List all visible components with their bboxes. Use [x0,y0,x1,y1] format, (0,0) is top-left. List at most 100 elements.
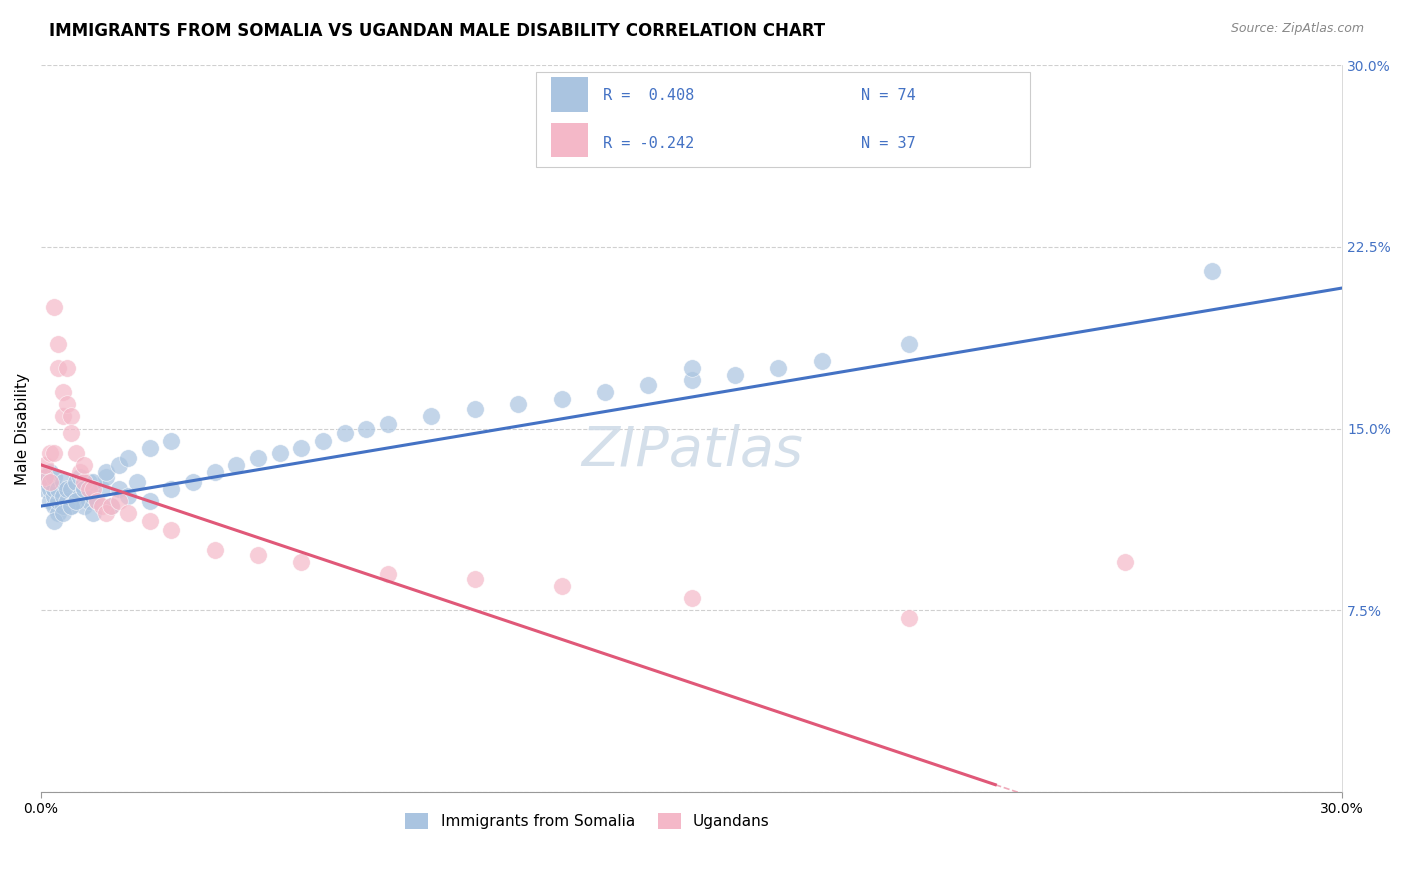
Point [108,482,131,496]
Point [1114,555,1136,569]
Text: N = 37: N = 37 [860,136,915,151]
Point [117,489,139,503]
Point [204,465,226,479]
Point [34,482,56,496]
Point [420,409,443,424]
Point [681,373,703,387]
Point [108,494,131,508]
Point [246,450,269,465]
Point [73,458,96,472]
Point [42,301,65,315]
Point [100,499,122,513]
Point [269,446,291,460]
Point [56,494,79,508]
Point [550,392,572,407]
Point [377,566,399,581]
Point [73,475,96,489]
Text: R =  0.408: R = 0.408 [603,88,695,103]
Point [312,434,335,448]
Point [681,361,703,376]
Point [34,470,56,484]
Point [464,572,486,586]
Bar [551,78,588,112]
Point [160,434,183,448]
Point [56,361,79,376]
Point [464,402,486,417]
Point [82,475,104,489]
Y-axis label: Male Disability: Male Disability [15,373,30,484]
Point [42,489,65,503]
Point [77,494,100,508]
Point [69,489,91,503]
Point [96,465,118,479]
Point [108,458,131,472]
Bar [551,122,588,157]
Point [77,475,100,489]
Text: N = 74: N = 74 [860,88,915,103]
Point [125,475,148,489]
Point [52,385,75,400]
Text: R = -0.242: R = -0.242 [603,136,695,151]
Point [160,482,183,496]
Point [48,482,70,496]
Point [52,475,75,489]
Point [356,421,378,435]
Point [52,489,75,503]
Point [60,426,83,441]
Point [593,385,616,400]
Point [65,446,87,460]
Point [60,499,83,513]
Point [60,499,83,513]
FancyBboxPatch shape [536,72,1031,167]
Text: Source: ZipAtlas.com: Source: ZipAtlas.com [1230,22,1364,36]
Point [508,397,530,411]
Point [65,475,87,489]
Point [86,494,108,508]
Point [138,441,160,455]
Point [56,482,79,496]
Point [42,482,65,496]
Point [117,506,139,520]
Point [42,470,65,484]
Point [56,397,79,411]
Text: ZIPatlas: ZIPatlas [581,424,803,477]
Point [897,336,920,351]
Point [90,499,112,513]
Point [138,514,160,528]
Point [681,591,703,606]
Point [38,494,60,508]
Point [897,610,920,624]
Point [225,458,247,472]
Point [138,494,160,508]
Point [82,482,104,496]
Point [38,465,60,479]
Point [77,482,100,496]
Point [60,482,83,496]
Point [73,499,96,513]
Point [160,523,183,537]
Point [34,475,56,489]
Point [65,494,87,508]
Point [52,499,75,513]
Point [768,361,790,376]
Point [82,489,104,503]
Point [48,494,70,508]
Point [73,482,96,496]
Point [42,514,65,528]
Point [90,482,112,496]
Point [48,506,70,520]
Point [48,361,70,376]
Point [52,409,75,424]
Point [42,499,65,513]
Point [246,548,269,562]
Point [42,446,65,460]
Point [69,470,91,484]
Point [65,494,87,508]
Legend: Immigrants from Somalia, Ugandans: Immigrants from Somalia, Ugandans [399,807,776,835]
Point [34,470,56,484]
Point [637,378,659,392]
Point [290,441,312,455]
Point [48,336,70,351]
Point [377,417,399,431]
Point [117,450,139,465]
